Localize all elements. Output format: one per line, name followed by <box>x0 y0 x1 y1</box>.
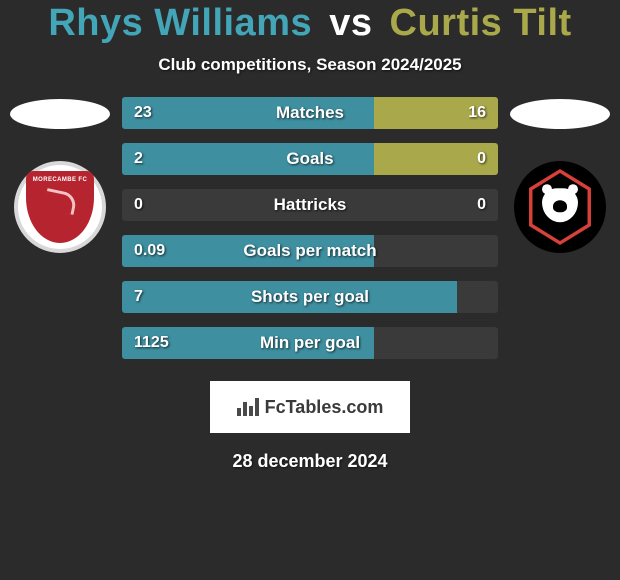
player1-name: Rhys Williams <box>48 2 312 44</box>
player1-club-badge: MORECAMBE FC <box>14 161 106 253</box>
page-title: Rhys Williams vs Curtis Tilt <box>0 2 620 45</box>
stat-value-right: 0 <box>477 196 486 214</box>
stat-label: Hattricks <box>274 195 347 215</box>
snapshot-date: 28 december 2024 <box>0 451 620 472</box>
right-player-column <box>506 97 614 253</box>
fctables-chart-icon <box>237 398 259 416</box>
left-player-column: MORECAMBE FC <box>6 97 114 253</box>
stat-row: 1125 Min per goal <box>122 327 498 359</box>
player1-avatar-placeholder <box>10 99 110 129</box>
stat-row: 0.09 Goals per match <box>122 235 498 267</box>
stat-value-left: 23 <box>134 104 152 122</box>
stat-value-left: 1125 <box>134 334 169 352</box>
comparison-row: MORECAMBE FC 23 16 Matches 2 0 Goals 0 0 Hattric… <box>0 97 620 373</box>
stat-value-right: 16 <box>468 104 486 122</box>
morecambe-badge-text: MORECAMBE FC <box>33 177 87 183</box>
shrimp-icon <box>43 189 77 215</box>
morecambe-shield: MORECAMBE FC <box>26 171 94 243</box>
stat-value-right: 0 <box>477 150 486 168</box>
fctables-label: FcTables.com <box>265 397 384 418</box>
lion-icon <box>542 186 578 226</box>
stat-value-left: 0 <box>134 196 143 214</box>
stat-row: 2 0 Goals <box>122 143 498 175</box>
fctables-watermark: FcTables.com <box>210 381 410 433</box>
stat-row: 7 Shots per goal <box>122 281 498 313</box>
subtitle: Club competitions, Season 2024/2025 <box>0 55 620 75</box>
stat-label: Matches <box>276 103 344 123</box>
player2-club-badge <box>514 161 606 253</box>
stat-label: Goals per match <box>243 241 376 261</box>
player2-name: Curtis Tilt <box>390 2 572 44</box>
stats-bars: 23 16 Matches 2 0 Goals 0 0 Hattricks 0.09 Goals p… <box>114 97 506 373</box>
stat-bar-left <box>122 143 374 175</box>
stat-label: Shots per goal <box>251 287 369 307</box>
stat-value-left: 7 <box>134 288 143 306</box>
stat-value-left: 2 <box>134 150 143 168</box>
stat-row: 0 0 Hattricks <box>122 189 498 221</box>
stat-value-left: 0.09 <box>134 242 165 260</box>
title-vs: vs <box>329 2 372 44</box>
stat-label: Goals <box>286 149 333 169</box>
player2-avatar-placeholder <box>510 99 610 129</box>
stat-label: Min per goal <box>260 333 360 353</box>
stat-row: 23 16 Matches <box>122 97 498 129</box>
